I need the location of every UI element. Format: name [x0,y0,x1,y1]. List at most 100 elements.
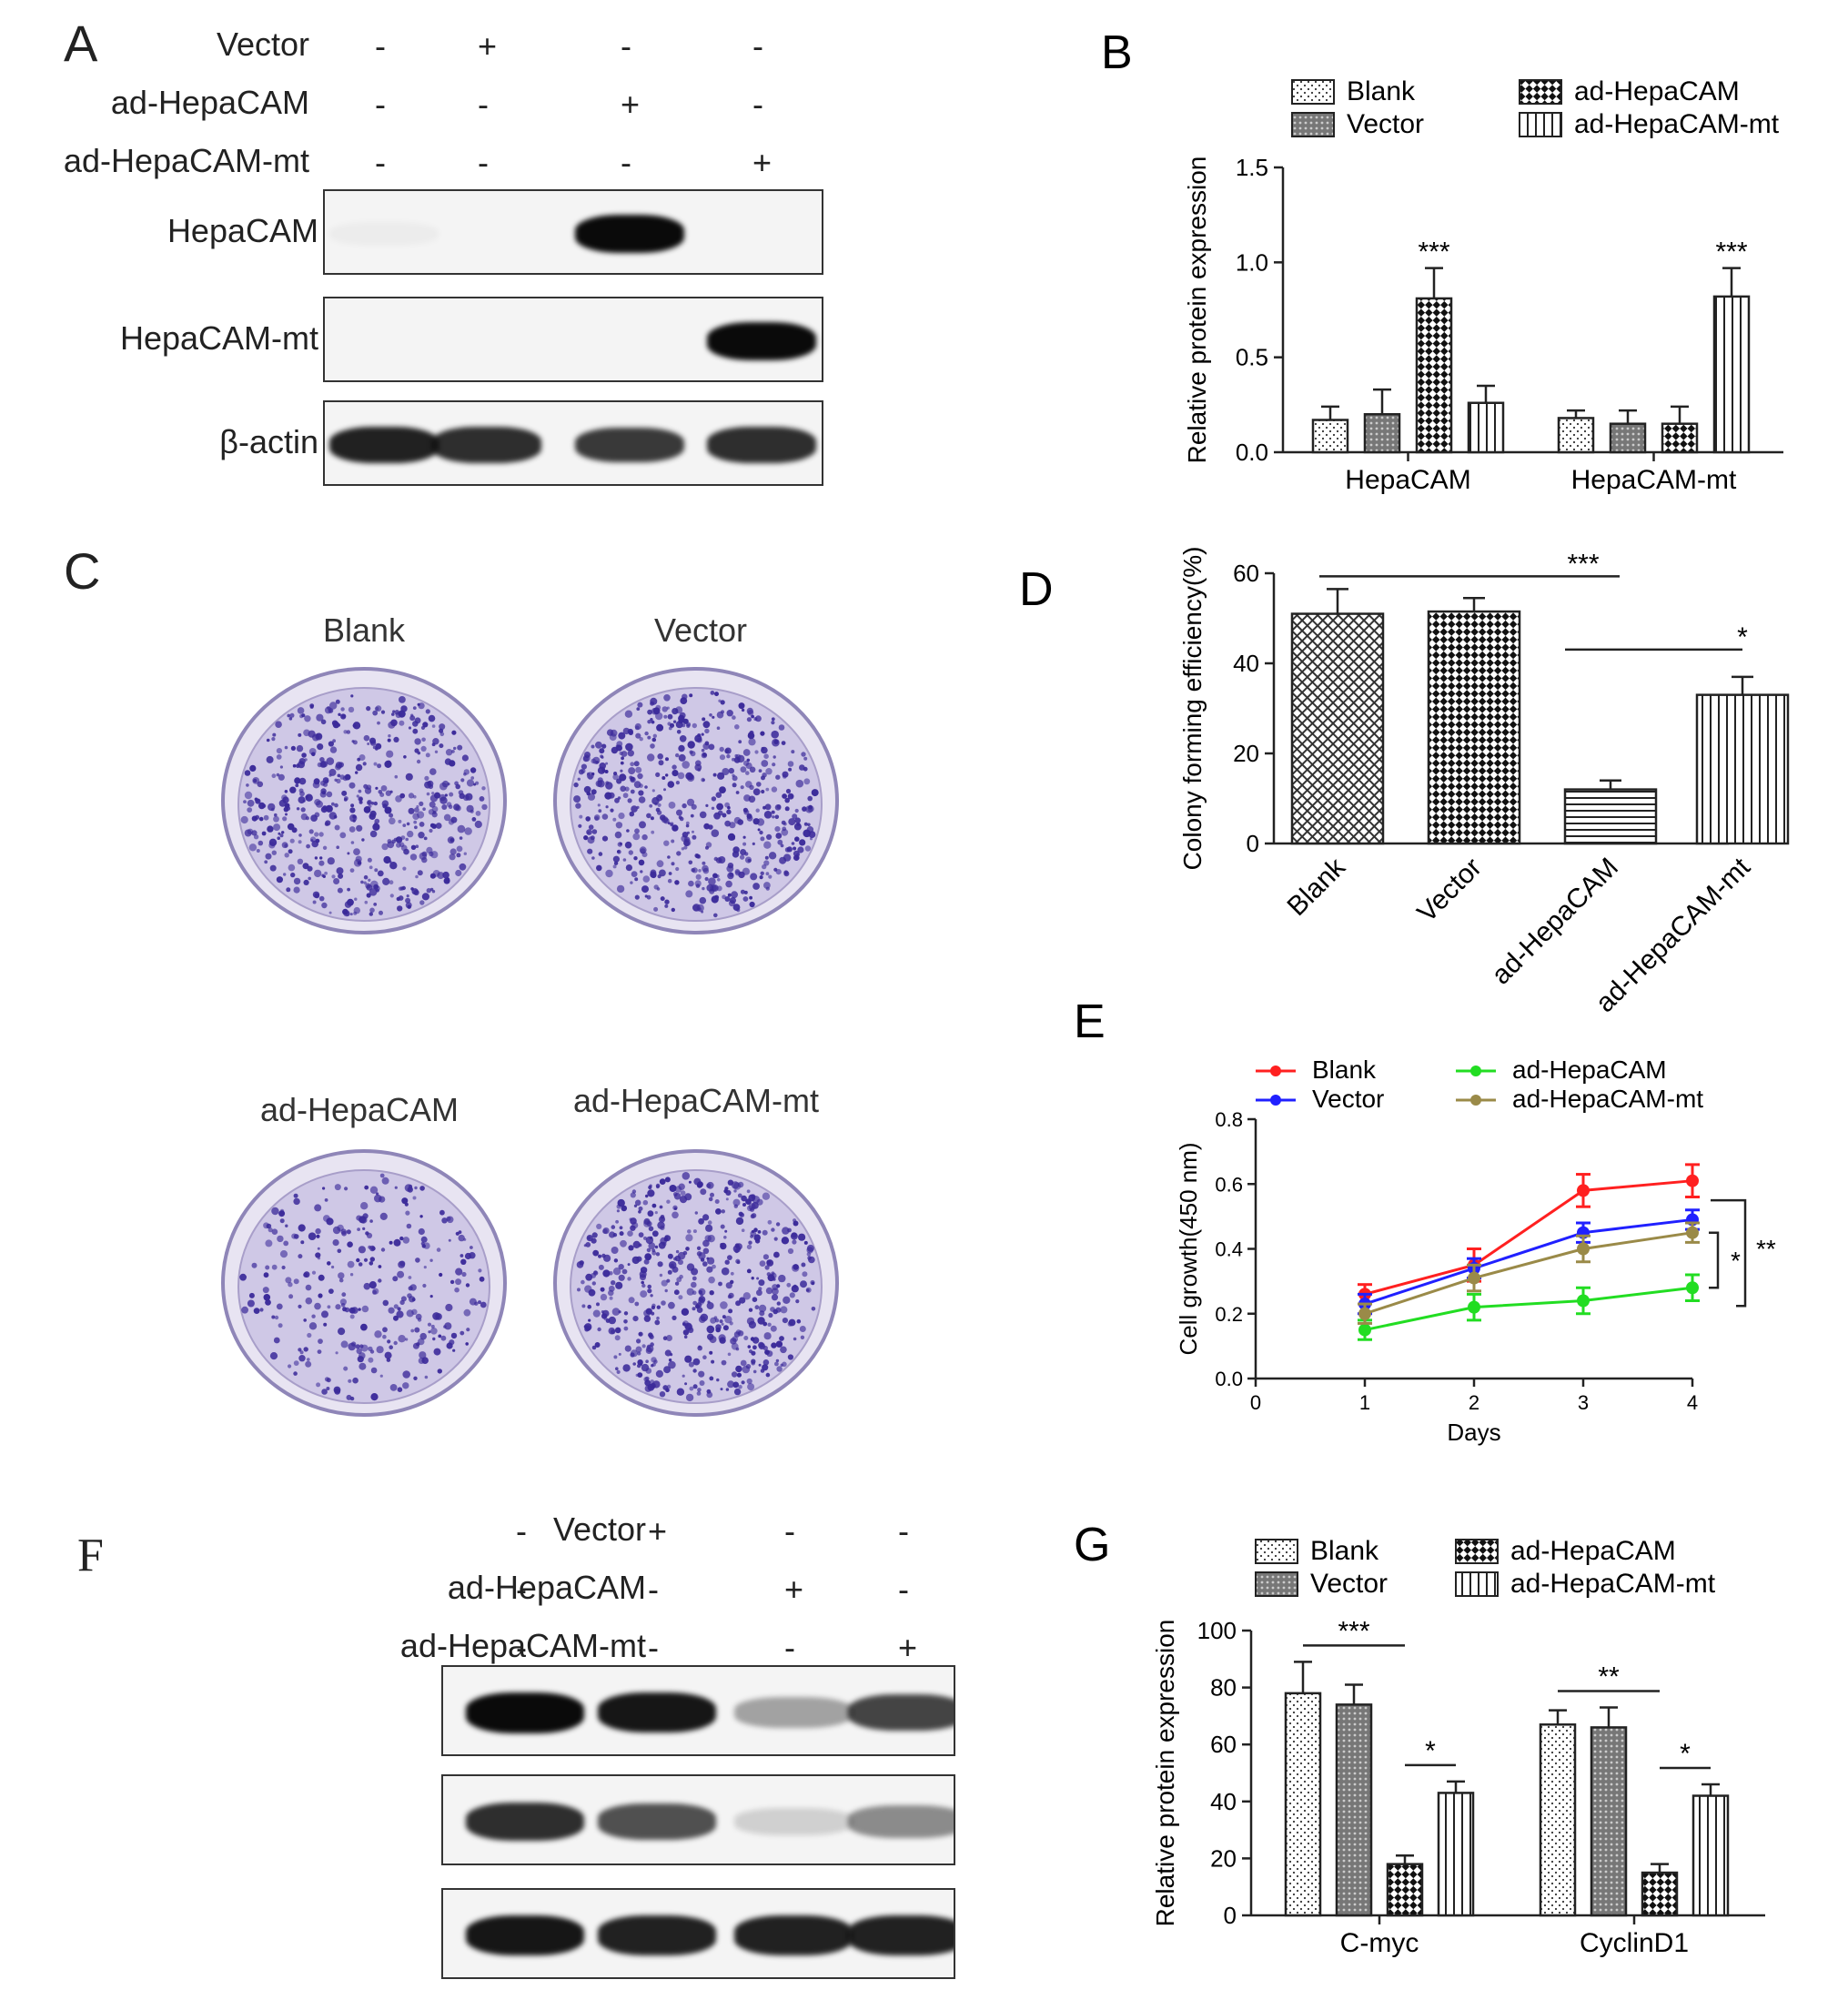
blot-membrane [323,189,823,275]
colony [634,1301,640,1307]
colony [653,906,659,912]
colony [652,733,657,738]
colony [771,810,775,814]
colony [328,911,332,914]
colony [258,840,264,846]
colony [687,741,695,749]
colony [702,1247,710,1255]
colony [411,1308,418,1315]
colony [678,815,682,820]
colony [402,866,407,871]
colony [667,722,672,726]
colony [358,800,363,804]
colony [657,803,661,807]
condition-sign: - [752,86,763,123]
colony [637,1372,643,1378]
colony [613,1258,619,1263]
colony [292,763,297,768]
colony [618,813,625,820]
colony [721,1209,725,1214]
colony [591,789,597,795]
colony [717,878,721,882]
colony [318,895,325,902]
colony [324,822,329,826]
bar [1290,612,1385,845]
colony [702,1214,710,1221]
colony [264,860,268,864]
colony [376,888,379,893]
colony [577,777,581,781]
colony [811,789,819,797]
bar [1311,419,1349,454]
colony [647,1383,655,1391]
colony [811,1281,815,1286]
colony [622,1364,631,1372]
colony [763,882,771,889]
colony [327,1261,331,1266]
colony [638,1210,641,1214]
colony [678,1295,683,1300]
x-tick-label: 1 [1359,1391,1370,1414]
colony [573,782,579,788]
colony [378,790,383,794]
colony [655,1252,661,1257]
colony [358,754,366,761]
colony [448,1238,451,1242]
colony [724,820,732,827]
colony [639,821,646,829]
colony [710,1317,717,1324]
colony [700,1293,703,1297]
colony [311,1270,317,1275]
colony [273,815,279,823]
colony [591,744,595,749]
colony [695,874,702,880]
colony [334,803,338,808]
colony [318,1274,325,1281]
colony [271,1207,279,1216]
bar [1335,1703,1373,1917]
colony [765,1287,773,1295]
colony [363,881,367,884]
colony [332,721,340,729]
panel-letter: E [1074,995,1106,1048]
colony [676,1388,685,1396]
colony [405,1338,409,1341]
colony [449,792,454,797]
colony [706,1266,713,1273]
colony [640,1290,648,1298]
colony [627,1277,631,1281]
colony [622,793,629,799]
colony [638,1206,643,1211]
colony [754,1305,760,1310]
colony [682,1320,689,1328]
colony [666,1278,671,1283]
colony [421,851,428,857]
colony [317,1247,320,1250]
colony [370,1367,378,1374]
blot-band [466,1802,584,1842]
colony [742,896,749,902]
colony [683,838,692,847]
colony [711,1359,715,1364]
colony [410,713,414,717]
colony [276,876,283,884]
colony [647,720,651,724]
x-tick-label: C-myc [1340,1928,1419,1958]
colony [630,1217,637,1225]
colony [389,1240,393,1245]
colony [281,1265,286,1270]
colony [660,1216,665,1222]
colony [602,1228,608,1234]
colony [726,754,731,759]
colony [741,1228,745,1232]
blot-label: HepaCAM [167,212,318,250]
colony [657,753,663,760]
colony [630,762,635,767]
colony [393,1304,399,1309]
colony [299,714,304,719]
colony [343,798,348,802]
colony [674,880,680,885]
colony [714,692,719,697]
colony [284,853,289,858]
colony [630,1349,638,1358]
